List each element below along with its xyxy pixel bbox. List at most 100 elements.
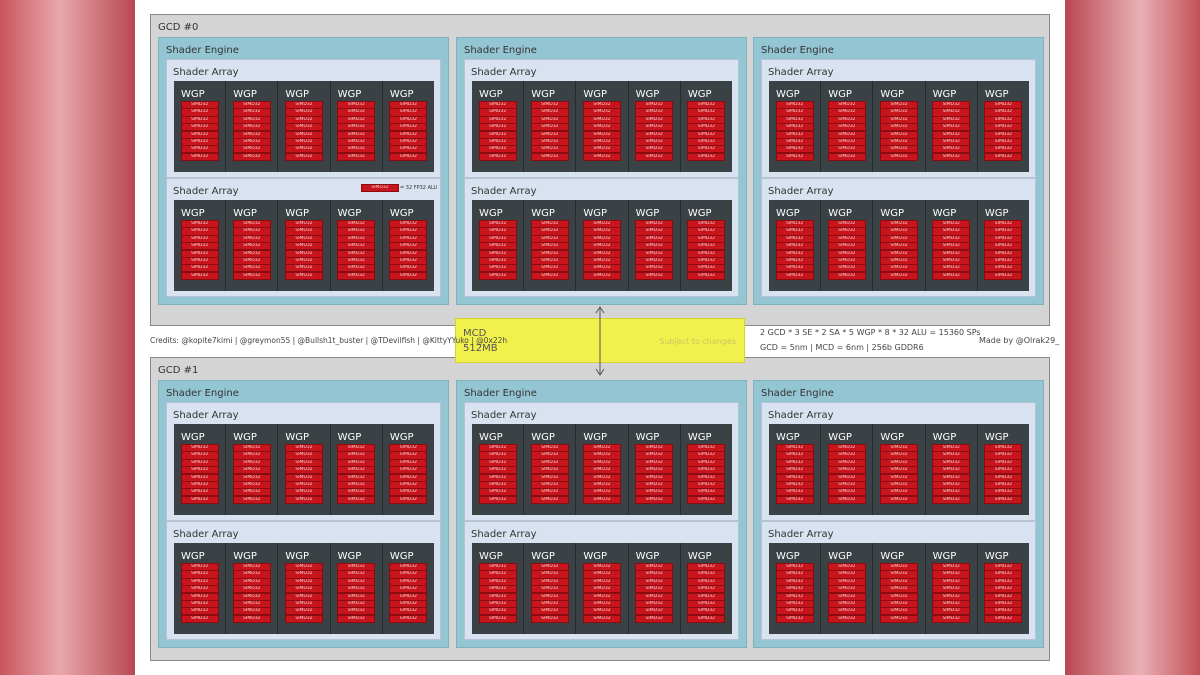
simd-block: SIMD32: [827, 592, 866, 601]
simd-block: SIMD32: [984, 599, 1023, 609]
simd-block: SIMD32: [775, 108, 814, 117]
simd-block: SIMD32: [337, 227, 376, 236]
simd-block: SIMD32: [583, 473, 621, 482]
simd-block: SIMD32: [389, 480, 428, 490]
simd-block: SIMD32: [530, 488, 569, 497]
wgp: WGP SIMD32 SIMD32 SIMD32 SIMD32 SIMD32 SIMD32 S…: [978, 424, 1029, 515]
simd-block: SIMD32: [880, 108, 918, 117]
simd-block: SIMD32: [232, 130, 271, 139]
simd-block: SIMD32: [932, 562, 971, 572]
simd-block: SIMD32: [530, 130, 569, 139]
simd-block: SIMD32: [687, 570, 726, 579]
simd-block: SIMD32: [530, 443, 569, 453]
wgp: WGP SIMD32 SIMD32 SIMD32 SIMD32 SIMD32 SIMD32 S…: [926, 81, 978, 172]
simd-block: SIMD32: [180, 115, 219, 124]
simd-block: SIMD32: [635, 271, 674, 280]
wgp-label: WGP: [583, 89, 608, 100]
simd-block: SIMD32: [180, 451, 219, 460]
simd-block: SIMD32: [775, 130, 814, 139]
simd-block: SIMD32: [180, 599, 219, 609]
wgp-label: WGP: [984, 551, 1009, 562]
simd-block: SIMD32: [232, 451, 271, 460]
simd-block: SIMD32: [984, 234, 1023, 243]
simd-block: SIMD32: [880, 585, 918, 594]
wgp: WGP SIMD32 SIMD32 SIMD32 SIMD32 SIMD32 SIMD32 S…: [629, 424, 681, 515]
simd-block: SIMD32: [389, 585, 428, 594]
simd-block: SIMD32: [337, 599, 376, 609]
simd-block: SIMD32: [232, 108, 271, 117]
simd-block: SIMD32: [932, 100, 971, 110]
wgp-label: WGP: [337, 89, 362, 100]
simd-block: SIMD32: [932, 227, 971, 236]
wgp-label: WGP: [181, 89, 205, 100]
wgp-label: WGP: [285, 89, 310, 100]
gcd-label: GCD #1: [158, 365, 199, 376]
simd-block: SIMD32: [530, 599, 569, 609]
simd-block: SIMD32: [232, 458, 271, 467]
simd-block: SIMD32: [232, 495, 271, 504]
wgp-label: WGP: [583, 551, 608, 562]
simd-block: SIMD32: [775, 264, 814, 273]
shader-array-label: Shader Array: [471, 67, 537, 78]
simd-block: SIMD32: [478, 264, 517, 273]
simd-block: SIMD32: [583, 488, 621, 497]
simd-block: SIMD32: [285, 570, 323, 579]
simd-block: SIMD32: [337, 562, 376, 572]
simd-block: SIMD32: [827, 570, 866, 579]
simd-block: SIMD32: [530, 152, 569, 161]
simd-block: SIMD32: [984, 451, 1023, 460]
shader-engine-label: Shader Engine: [761, 45, 834, 56]
simd-block: SIMD32: [880, 137, 918, 147]
simd-block: SIMD32: [635, 227, 674, 236]
simd-block: SIMD32: [827, 443, 866, 453]
simd-block: SIMD32: [687, 242, 726, 251]
simd-block: SIMD32: [775, 115, 814, 124]
wgp: WGP SIMD32 SIMD32 SIMD32 SIMD32 SIMD32 SIMD32 S…: [821, 424, 874, 515]
shader-array-label: Shader Array: [173, 186, 239, 197]
simd-block: SIMD32: [389, 249, 428, 258]
simd-block: SIMD32: [635, 123, 674, 132]
wgp: WGP SIMD32 SIMD32 SIMD32 SIMD32 SIMD32 SIMD32 S…: [278, 81, 331, 172]
simd-block: SIMD32: [478, 137, 517, 147]
simd-block: SIMD32: [530, 115, 569, 124]
simd-block: SIMD32: [827, 577, 866, 586]
simd-block: SIMD32: [180, 458, 219, 467]
simd-block: SIMD32: [530, 614, 569, 623]
simd-block: SIMD32: [583, 451, 621, 460]
simd-block: SIMD32: [880, 249, 918, 258]
simd-block: SIMD32: [984, 249, 1023, 258]
simd-block: SIMD32: [687, 599, 726, 609]
simd-block: SIMD32: [180, 577, 219, 586]
credits: Credits: @kopite7kimi | @greymon55 | @Bu…: [150, 336, 508, 345]
simd-block: SIMD32: [932, 249, 971, 258]
simd-block: SIMD32: [232, 115, 271, 124]
simd-block: SIMD32: [880, 242, 918, 251]
simd-block: SIMD32: [635, 152, 674, 161]
simd-block: SIMD32: [180, 466, 219, 475]
wgp: WGP SIMD32 SIMD32 SIMD32 SIMD32 SIMD32 SIMD32 S…: [873, 81, 926, 172]
simd-block: SIMD32: [389, 227, 428, 236]
wgp-label: WGP: [880, 89, 905, 100]
shader-engine: Shader Engine Shader Array WGP SIMD32 SIMD32…: [158, 380, 449, 648]
simd-block: SIMD32: [635, 495, 674, 504]
wgp-label: WGP: [828, 89, 852, 100]
legend: SIMD32 = 32 FP32 ALU: [361, 183, 452, 194]
wgp-label: WGP: [583, 208, 608, 219]
wgp-label: WGP: [233, 432, 257, 443]
mcd-label: MCD: [463, 328, 487, 339]
simd-block: SIMD32: [880, 577, 918, 586]
simd-block: SIMD32: [635, 451, 674, 460]
simd-block: SIMD32: [932, 123, 971, 132]
simd-block: SIMD32: [389, 562, 428, 572]
shader-array-label: Shader Array: [173, 410, 239, 421]
legend-swatch: SIMD32: [361, 183, 399, 193]
simd-block: SIMD32: [775, 599, 814, 609]
wgp-label: WGP: [285, 432, 310, 443]
simd-block: SIMD32: [880, 264, 918, 273]
simd-block: SIMD32: [984, 108, 1023, 117]
simd-block: SIMD32: [478, 495, 517, 504]
wgp-label: WGP: [531, 432, 555, 443]
simd-block: SIMD32: [232, 256, 271, 266]
simd-block: SIMD32: [775, 592, 814, 601]
simd-block: SIMD32: [337, 451, 376, 460]
